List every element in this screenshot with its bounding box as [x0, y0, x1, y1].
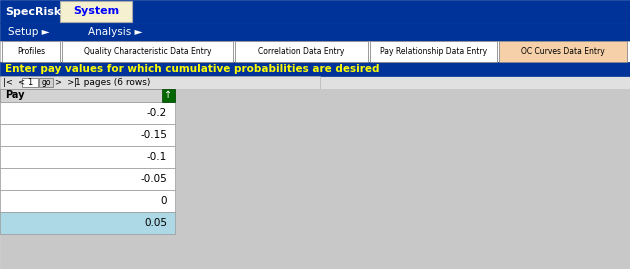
- Text: System: System: [73, 6, 119, 16]
- Bar: [0, 89, 175, 102]
- Text: Setup ►: Setup ►: [8, 27, 50, 37]
- Text: 0: 0: [161, 196, 167, 206]
- Text: Analysis ►: Analysis ►: [88, 27, 142, 37]
- Text: Profiles: Profiles: [17, 47, 45, 56]
- Text: 0.05: 0.05: [144, 218, 167, 228]
- Bar: [370, 41, 497, 62]
- Text: -0.05: -0.05: [140, 174, 167, 184]
- Text: |<  <: |< <: [3, 78, 25, 87]
- Bar: [62, 41, 233, 62]
- Text: -0.1: -0.1: [147, 152, 167, 162]
- Bar: [0, 102, 175, 124]
- Text: -0.2: -0.2: [147, 108, 167, 118]
- Text: >  >|: > >|: [55, 78, 77, 87]
- Text: Correlation Data Entry: Correlation Data Entry: [258, 47, 345, 56]
- Text: Enter pay values for which cumulative probabilities are desired: Enter pay values for which cumulative pr…: [5, 64, 379, 74]
- Text: OC Curves Data Entry: OC Curves Data Entry: [521, 47, 605, 56]
- Bar: [0, 212, 175, 234]
- Text: SpecRisk: SpecRisk: [5, 7, 61, 17]
- Bar: [0, 190, 175, 212]
- Text: Pay Relationship Data Entry: Pay Relationship Data Entry: [380, 47, 487, 56]
- Text: -0.15: -0.15: [140, 130, 167, 140]
- Text: Quality Characteristic Data Entry: Quality Characteristic Data Entry: [84, 47, 211, 56]
- Bar: [39, 78, 53, 87]
- Bar: [0, 0, 630, 23]
- Text: Pay: Pay: [5, 90, 25, 101]
- Bar: [162, 89, 175, 102]
- Bar: [22, 78, 38, 87]
- Bar: [0, 168, 175, 190]
- Bar: [0, 62, 630, 76]
- Bar: [0, 124, 175, 146]
- Text: 1: 1: [27, 78, 33, 87]
- Bar: [499, 41, 627, 62]
- Bar: [0, 146, 175, 168]
- Bar: [60, 1, 132, 22]
- Bar: [2, 41, 60, 62]
- Text: go: go: [41, 78, 51, 87]
- Bar: [0, 41, 630, 62]
- Bar: [0, 76, 320, 89]
- Bar: [175, 89, 630, 269]
- Text: ↑: ↑: [164, 90, 173, 101]
- Bar: [0, 89, 630, 269]
- Bar: [0, 23, 630, 41]
- Bar: [235, 41, 368, 62]
- Text: 1 pages (6 rows): 1 pages (6 rows): [75, 78, 151, 87]
